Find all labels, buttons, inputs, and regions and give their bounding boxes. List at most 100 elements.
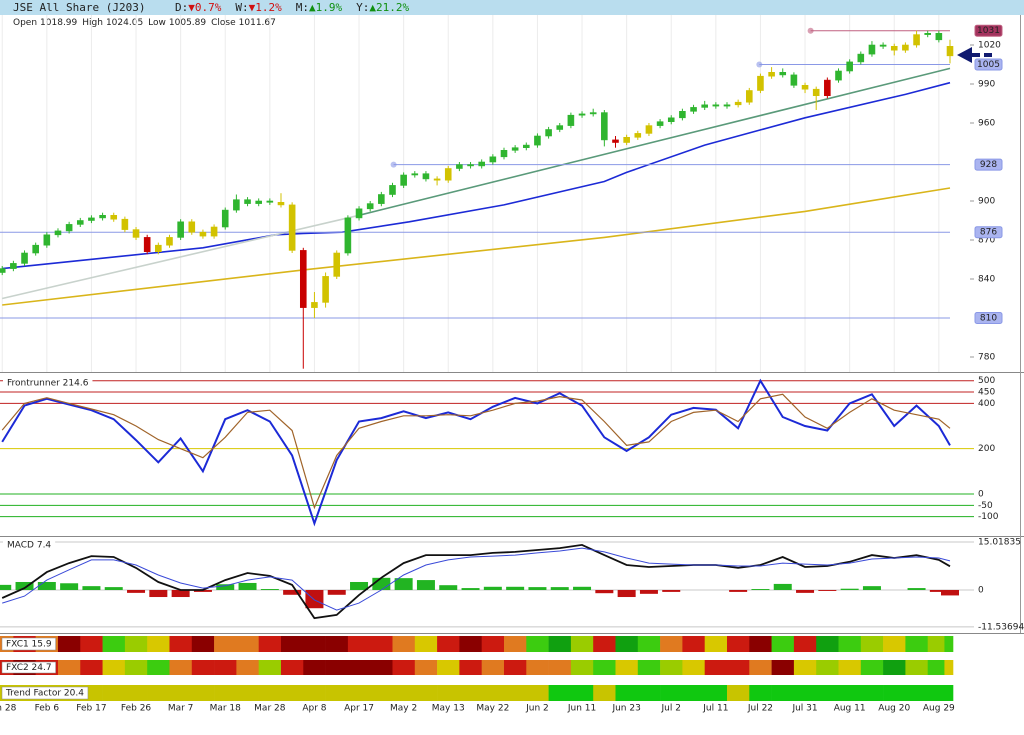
candle-body bbox=[400, 174, 407, 186]
candle-body bbox=[589, 112, 597, 115]
histogram-bar bbox=[862, 586, 881, 590]
heat-cell bbox=[258, 636, 282, 652]
histogram-bar bbox=[461, 588, 480, 590]
candle-body bbox=[712, 104, 720, 107]
histogram-bar bbox=[617, 589, 636, 598]
trend-line bbox=[2, 81, 951, 270]
heat-cell bbox=[169, 636, 193, 652]
candle-body bbox=[913, 34, 920, 46]
heat-cell bbox=[124, 685, 148, 701]
heat-cell bbox=[816, 685, 839, 701]
candle-body bbox=[623, 137, 630, 143]
candle-body bbox=[199, 231, 207, 237]
candle-body bbox=[210, 226, 218, 237]
heat-cell bbox=[883, 636, 906, 652]
heat-cell bbox=[860, 660, 884, 675]
candle-body bbox=[433, 178, 441, 181]
candle-body bbox=[768, 72, 775, 77]
heat-cell bbox=[704, 636, 728, 652]
histogram-bar bbox=[929, 589, 948, 592]
heat-cell bbox=[325, 685, 349, 701]
x-tick-label: Aug 11 bbox=[834, 704, 866, 714]
heat-cell bbox=[370, 685, 393, 701]
candle-body bbox=[288, 204, 296, 251]
histogram-bar bbox=[394, 578, 413, 590]
x-tick-label: Mar 28 bbox=[254, 704, 286, 714]
candle-body bbox=[0, 268, 6, 273]
change-arrow: ▲ bbox=[369, 1, 376, 14]
heat-cell bbox=[905, 685, 928, 701]
heat-cell bbox=[944, 636, 954, 652]
heat-cell bbox=[615, 636, 639, 652]
heat-cell bbox=[682, 636, 705, 652]
candle-body bbox=[578, 113, 586, 116]
heat-cell bbox=[280, 660, 304, 675]
level-label: 1005 bbox=[977, 60, 1000, 70]
heat-cell bbox=[615, 685, 639, 701]
heat-cell bbox=[944, 660, 954, 675]
heat-cell bbox=[191, 660, 215, 675]
heat-cell bbox=[883, 660, 906, 675]
candle-body bbox=[143, 237, 151, 253]
candle-body bbox=[723, 104, 731, 107]
candle-body bbox=[924, 33, 931, 35]
level-box bbox=[974, 58, 1003, 71]
heat-cell bbox=[771, 685, 795, 701]
candle-body bbox=[244, 199, 251, 204]
heat-cell bbox=[593, 660, 616, 675]
heat-cell bbox=[816, 636, 839, 652]
heat-cell bbox=[392, 685, 416, 701]
y-tick-label: 200 bbox=[978, 444, 995, 454]
heat-cell bbox=[481, 660, 505, 675]
heat-cell bbox=[726, 685, 750, 701]
heat-cell bbox=[838, 636, 862, 652]
heat-cell bbox=[169, 685, 193, 701]
heat-cell bbox=[526, 685, 549, 701]
heat-cell bbox=[793, 636, 817, 652]
title-background bbox=[1, 661, 56, 674]
heat-cell bbox=[816, 660, 839, 675]
candle-body bbox=[311, 302, 318, 308]
heat-cell bbox=[459, 685, 482, 701]
heat-cell bbox=[258, 685, 282, 701]
heat-cell bbox=[236, 660, 259, 675]
change-label: M: bbox=[296, 1, 309, 14]
candle-body bbox=[757, 75, 764, 91]
heat-cell bbox=[459, 660, 482, 675]
ohlc-label: High bbox=[82, 18, 103, 28]
candle-body bbox=[868, 44, 876, 55]
candle-body bbox=[344, 217, 352, 254]
title-background bbox=[3, 377, 93, 389]
candle-body bbox=[10, 263, 17, 269]
heat-cell bbox=[526, 660, 549, 675]
candle-body bbox=[801, 85, 809, 90]
indicator-line bbox=[1, 378, 951, 527]
histogram-bar bbox=[238, 582, 257, 590]
candle-body bbox=[32, 244, 39, 254]
candle-body bbox=[567, 114, 575, 126]
heat-cell bbox=[437, 636, 460, 652]
candle-body bbox=[500, 150, 508, 158]
y-tick-label: 1020 bbox=[978, 41, 1001, 51]
ohlc-value: 1024.05 bbox=[106, 18, 143, 28]
heat-cell bbox=[593, 636, 616, 652]
histogram-bar bbox=[941, 589, 959, 596]
y-tick-label: 15.01835 bbox=[978, 537, 1021, 547]
candle-body bbox=[99, 215, 106, 219]
macd-line bbox=[1, 543, 951, 620]
histogram-bar bbox=[149, 589, 168, 598]
candle-body bbox=[411, 173, 419, 176]
heat-cell bbox=[147, 685, 170, 701]
heat-cell bbox=[593, 685, 616, 701]
candle-body bbox=[601, 112, 608, 141]
level-box bbox=[974, 311, 1003, 324]
histogram-bar bbox=[37, 581, 56, 590]
heat-cell bbox=[191, 685, 215, 701]
histogram-bar bbox=[639, 589, 658, 594]
candle-body bbox=[935, 33, 943, 41]
title-background bbox=[3, 539, 56, 551]
ohlc-value: 1018.99 bbox=[40, 18, 77, 28]
heat-cell bbox=[303, 636, 326, 652]
candle-body bbox=[444, 168, 452, 181]
y-tick-label: -50 bbox=[978, 501, 993, 511]
